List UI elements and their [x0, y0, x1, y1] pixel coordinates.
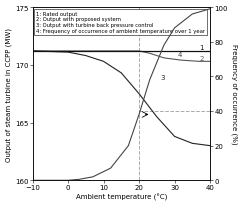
- Text: 3: 3: [160, 74, 165, 80]
- Text: 1: Rated output
2: Output with proposed system
3: Output with turbine back press: 1: Rated output 2: Output with proposed …: [36, 12, 205, 34]
- Y-axis label: Output of steam turbine in CCPP (MW): Output of steam turbine in CCPP (MW): [6, 28, 12, 161]
- Y-axis label: Frequency of occurrence (%): Frequency of occurrence (%): [231, 44, 237, 144]
- Text: 4: 4: [178, 51, 182, 57]
- Text: 1: 1: [200, 45, 204, 51]
- Text: 2: 2: [200, 55, 204, 61]
- X-axis label: Ambient temperature (°C): Ambient temperature (°C): [76, 193, 167, 200]
